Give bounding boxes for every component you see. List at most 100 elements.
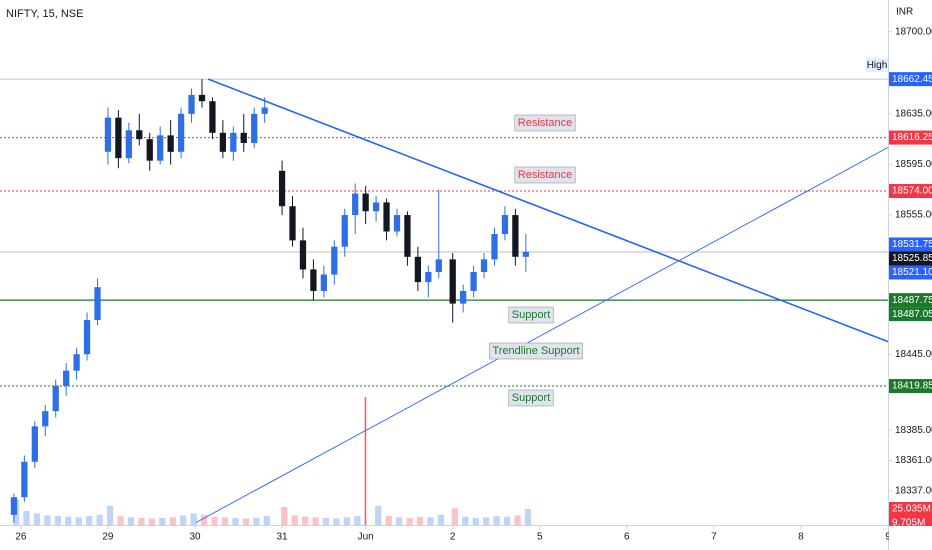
candle-body [435,259,442,272]
candle-body [331,246,338,275]
annotation-box [489,342,583,360]
candle-body [146,139,153,161]
candle-body [460,290,467,304]
candle-body [449,259,456,304]
candle-body [104,117,112,152]
y-tick-label: 18445.00 [895,349,932,360]
price-tag [889,379,932,394]
candle-body [83,320,91,355]
candle-body [230,132,237,152]
volume-bar [493,516,500,525]
volume-bar [117,516,124,525]
volume-bar [462,516,469,525]
price-tag [889,72,932,87]
candle-body [42,411,49,427]
candle-body [310,269,317,291]
candle-body [289,206,296,241]
y-tick-label: 18385.00 [895,425,932,436]
candle-body [393,215,401,232]
y-tick-label: 18635.00 [895,108,932,119]
volume-bar [138,517,145,525]
candle-body [10,497,18,515]
price-tag [889,307,932,322]
x-tick-label: 29 [102,532,114,543]
axis-corner [889,526,932,550]
volume-bar [281,507,288,525]
volume-bar [375,505,382,525]
volume-bar [180,515,187,525]
x-tick-label: 2 [450,532,456,543]
volume-bar [232,517,239,525]
volume-bar [65,516,72,525]
price-tag [889,293,932,308]
candle-body [470,271,477,291]
candle-body [136,130,143,140]
volume-bar [253,517,260,525]
candle-body [278,170,286,207]
candle-body [219,132,227,152]
price-tag [889,184,932,199]
x-tick-label: 7 [711,532,717,543]
candle-body [177,113,185,152]
candle-body [115,117,122,159]
candle-body [251,113,258,143]
candle-body [414,256,422,283]
annotation-label: Support [512,309,551,321]
volume-bar [503,516,511,525]
candle-body [209,101,216,133]
x-tick-label: 26 [15,532,27,543]
candle-body [240,132,247,143]
volume-bar [190,513,197,525]
volume-bar [406,517,413,525]
volume-bar [23,510,30,525]
volume-bar [427,517,434,525]
volume-bar [263,516,270,525]
volume-bar [312,517,319,525]
candle-body [372,202,380,212]
candle-body [167,135,174,152]
candle-body [94,287,101,321]
volume-bar [385,516,392,525]
annotation-label: Support [512,392,551,404]
volume-bar [242,518,250,525]
price-tag-label: 18574.00 [892,186,932,197]
volume-bar [221,517,229,525]
annotation-box [514,166,576,184]
candle-body [63,370,70,386]
x-tick-label: 9 [885,532,891,543]
volume-bar [159,517,166,525]
volume-bar [472,517,479,525]
x-tick-label: Jun [358,532,374,543]
candle-body [188,94,195,114]
candle-body [31,426,38,462]
candle-body [52,385,59,412]
volume-tag [889,502,932,516]
volume-bar [291,515,298,525]
volume-bar [211,516,218,525]
volume-bar [96,514,103,525]
candle-body [125,130,132,159]
volume-bar [127,517,135,525]
candle-body [404,215,411,257]
trendline [195,146,889,523]
volume-bar [416,516,424,525]
volume-bar [524,508,532,525]
volume-bar [514,515,521,525]
price-tag [889,251,932,266]
price-tag-label: 18525.85 [892,253,932,264]
price-tag [889,265,932,280]
annotation-box [514,114,576,132]
chart-title: NIFTY, 15, NSE [6,8,83,20]
volume-bar [395,517,403,525]
price-tag-label: 18662.45 [892,74,932,85]
volume-bar [322,517,330,525]
candle-body [299,240,307,270]
candle-body [352,193,359,216]
x-tick-label: 6 [624,532,630,543]
price-tag [889,237,932,252]
candle-body [522,251,529,257]
annotation-box [508,389,554,407]
x-tick-label: 5 [537,532,543,543]
annotation-label: Resistance [518,117,572,129]
